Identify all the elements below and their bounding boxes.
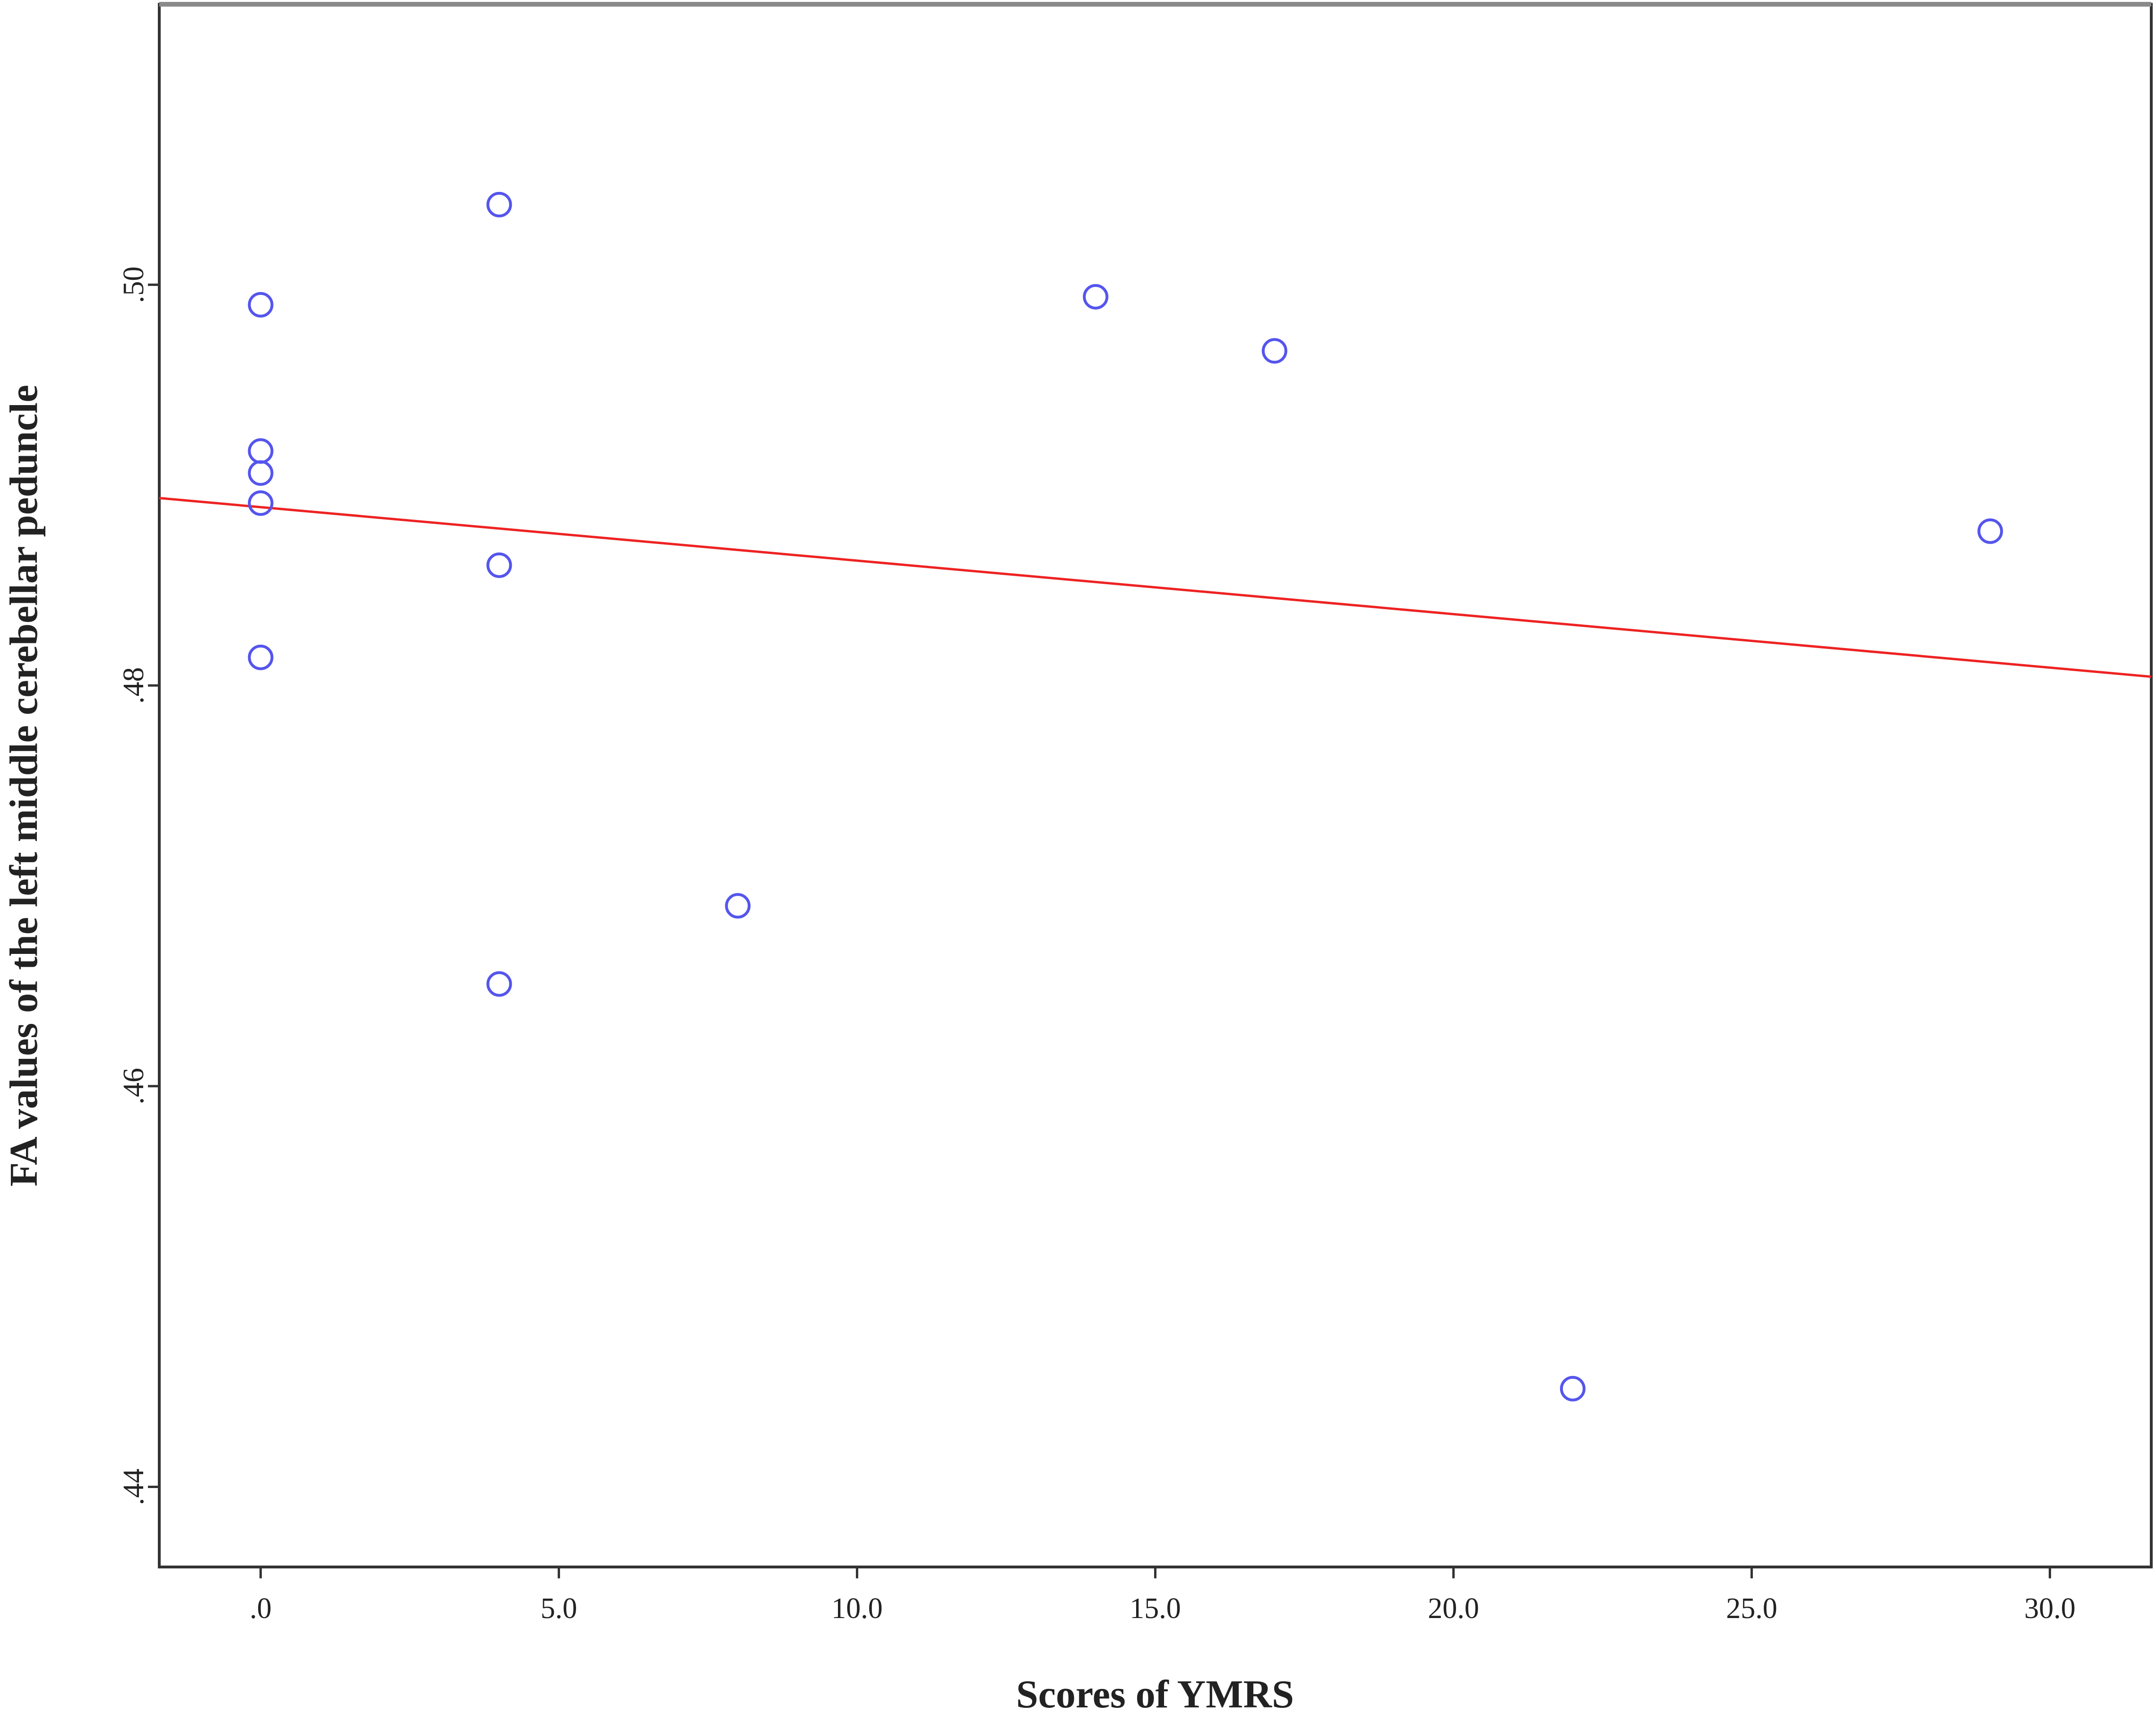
data-point <box>725 893 751 919</box>
x-tick-label: 10.0 <box>831 1593 883 1625</box>
data-point <box>248 460 274 486</box>
x-tick-label: 20.0 <box>1428 1593 1479 1625</box>
data-point <box>1083 284 1109 310</box>
data-point <box>1977 518 2003 544</box>
plot-frame <box>158 3 2153 1568</box>
data-points <box>248 191 2003 1402</box>
data-point <box>486 552 512 578</box>
y-tick-label: .46 <box>118 1068 150 1105</box>
x-tick-label: .0 <box>250 1593 272 1625</box>
data-point <box>1560 1376 1586 1402</box>
x-tick-label: 5.0 <box>541 1593 578 1625</box>
data-point <box>248 292 274 318</box>
y-tick-label: .48 <box>118 667 150 704</box>
data-point <box>486 971 512 997</box>
x-tick-label: 15.0 <box>1130 1593 1181 1625</box>
x-tick-label: 30.0 <box>2024 1593 2076 1625</box>
x-tick-label: 25.0 <box>1726 1593 1777 1625</box>
y-tick-label: .44 <box>118 1469 150 1506</box>
data-point <box>486 191 512 217</box>
x-axis-ticks: .0 5.0 10.0 15.0 20.0 25.0 30.0 <box>250 1567 2076 1625</box>
data-point <box>248 490 274 516</box>
data-point <box>248 644 274 670</box>
y-axis-title: FA values of the left middle cerebellar … <box>2 385 46 1186</box>
x-axis-title: Scores of YMRS <box>1016 1672 1294 1714</box>
regression-line <box>159 497 2152 678</box>
y-axis-ticks: .44 .46 .48 .50 <box>118 267 159 1506</box>
data-point <box>1261 338 1287 364</box>
y-tick-label: .50 <box>118 267 150 303</box>
